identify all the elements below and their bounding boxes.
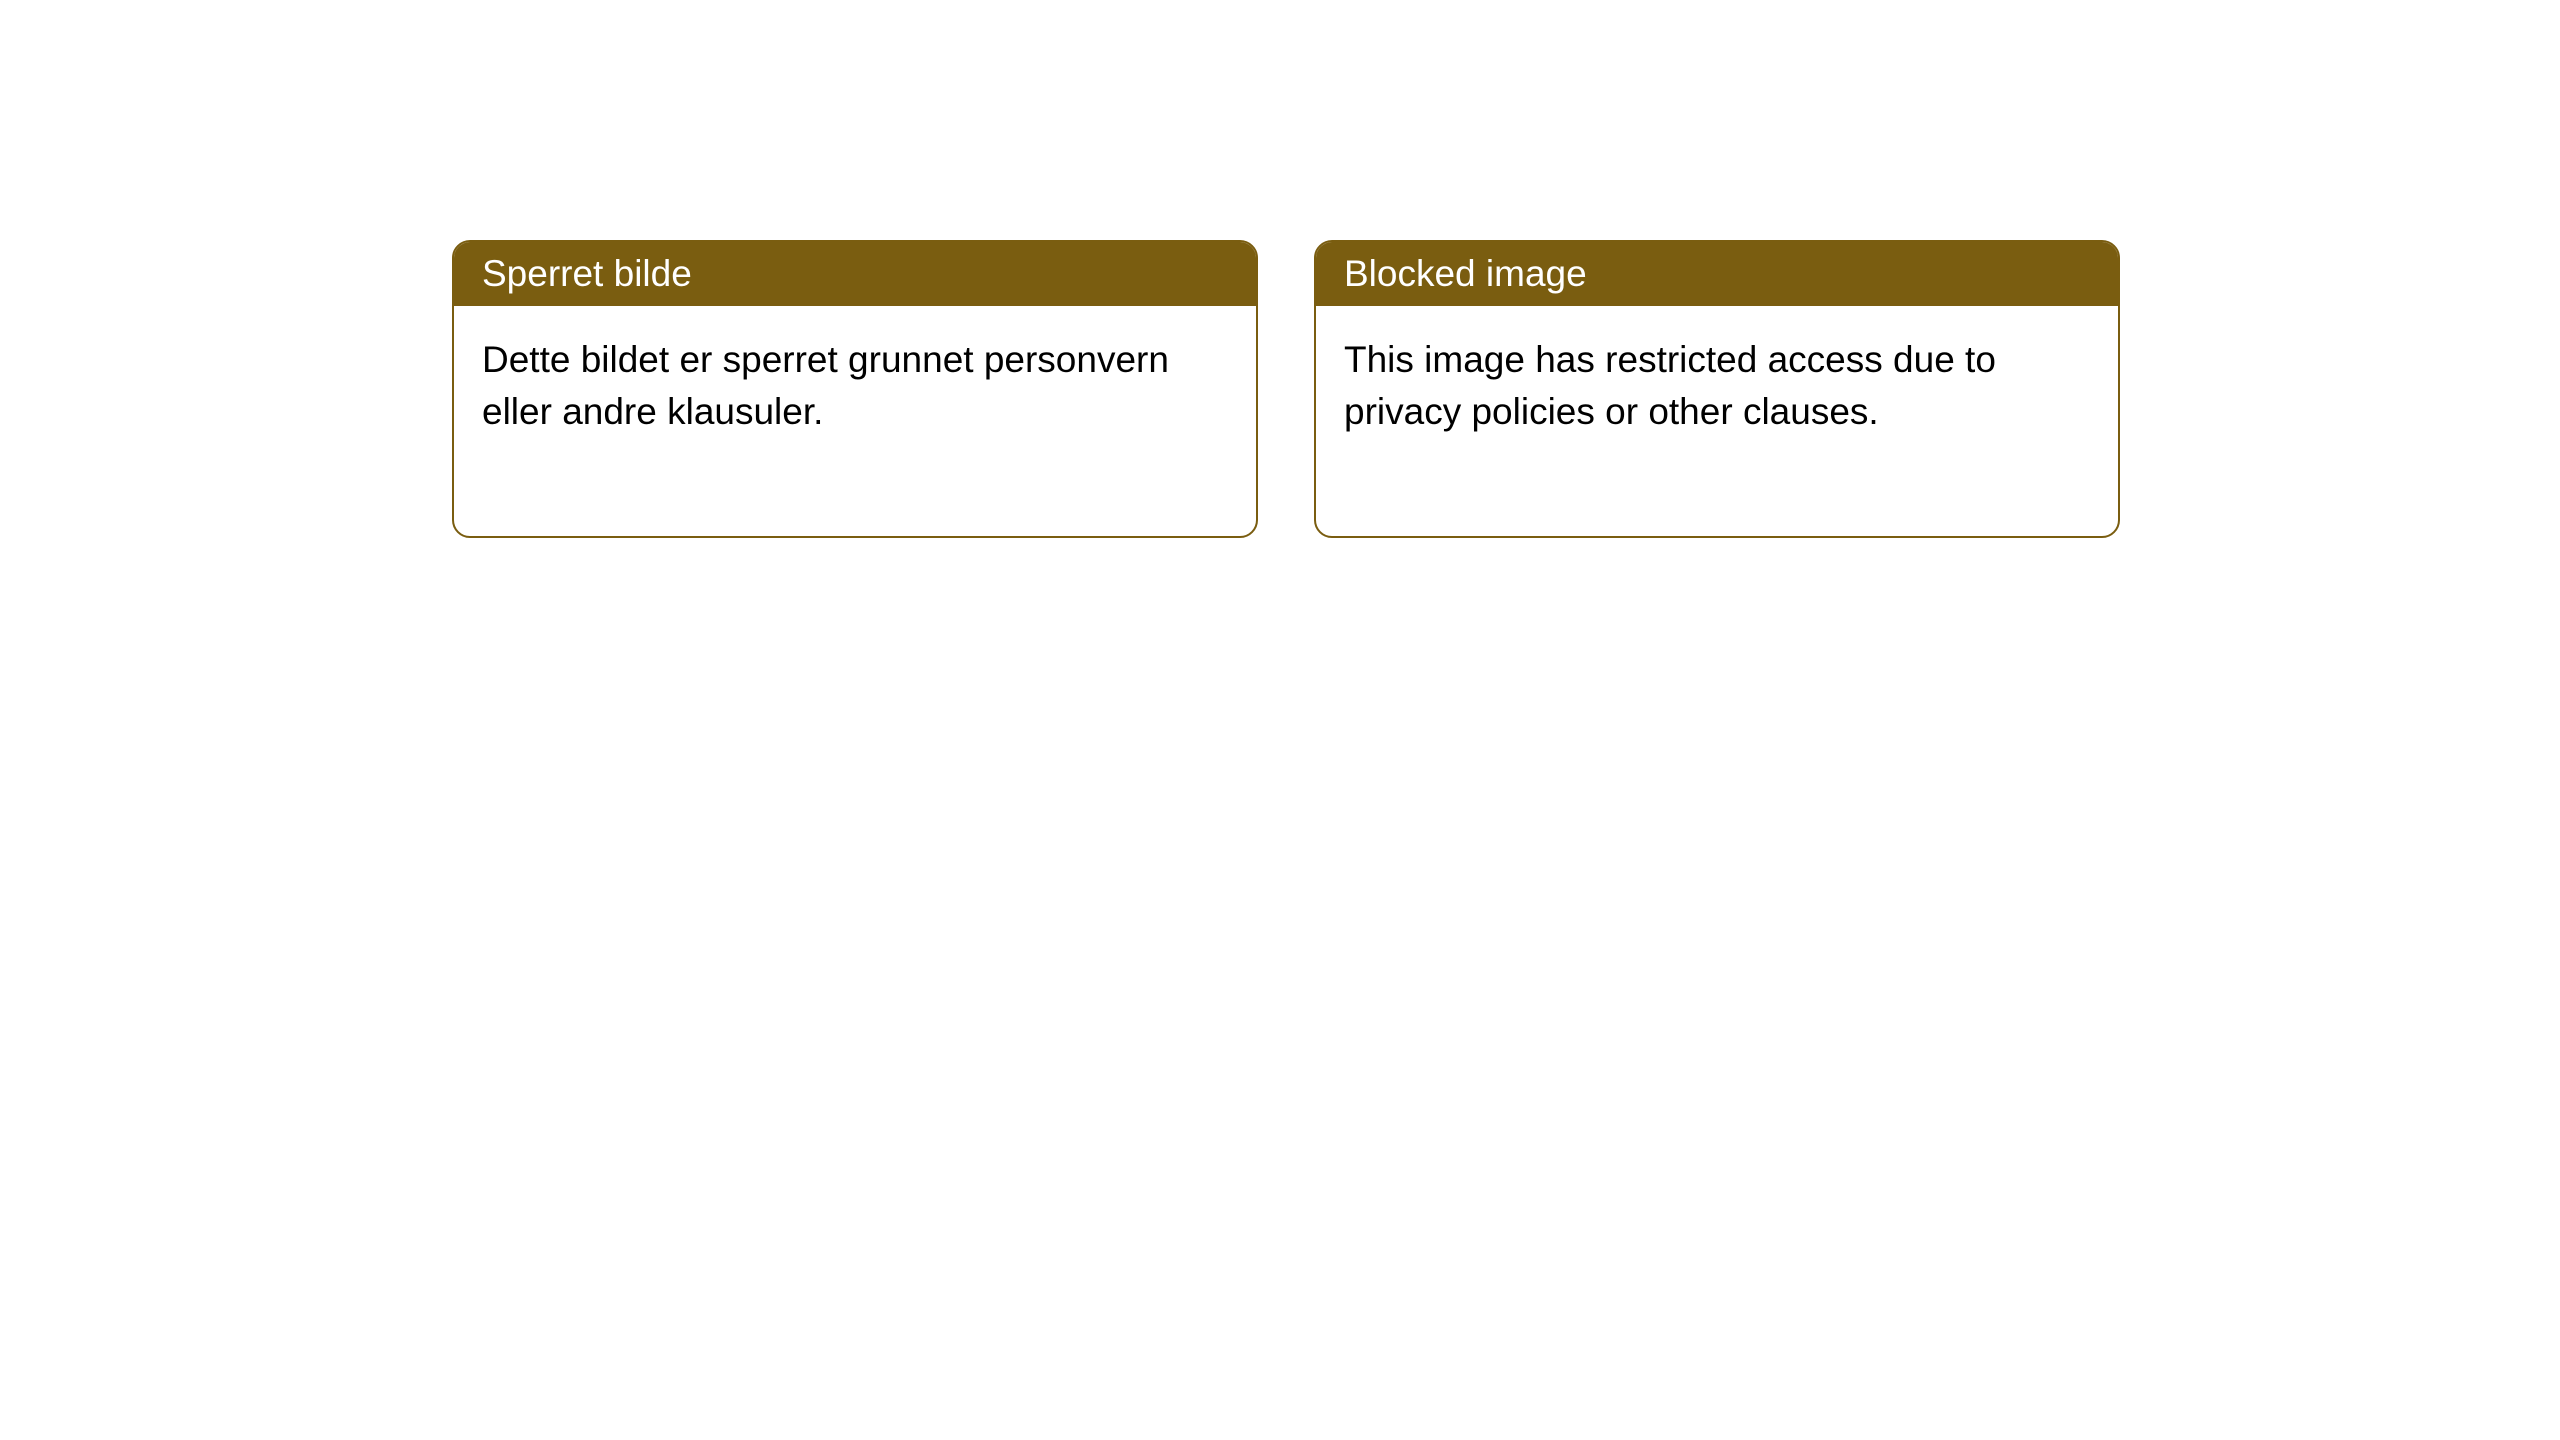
notice-card-norwegian: Sperret bilde Dette bildet er sperret gr… bbox=[452, 240, 1258, 538]
notice-header: Blocked image bbox=[1316, 242, 2118, 306]
notice-body: This image has restricted access due to … bbox=[1316, 306, 2118, 536]
notice-header: Sperret bilde bbox=[454, 242, 1256, 306]
notice-container: Sperret bilde Dette bildet er sperret gr… bbox=[0, 0, 2560, 538]
notice-body: Dette bildet er sperret grunnet personve… bbox=[454, 306, 1256, 536]
notice-card-english: Blocked image This image has restricted … bbox=[1314, 240, 2120, 538]
